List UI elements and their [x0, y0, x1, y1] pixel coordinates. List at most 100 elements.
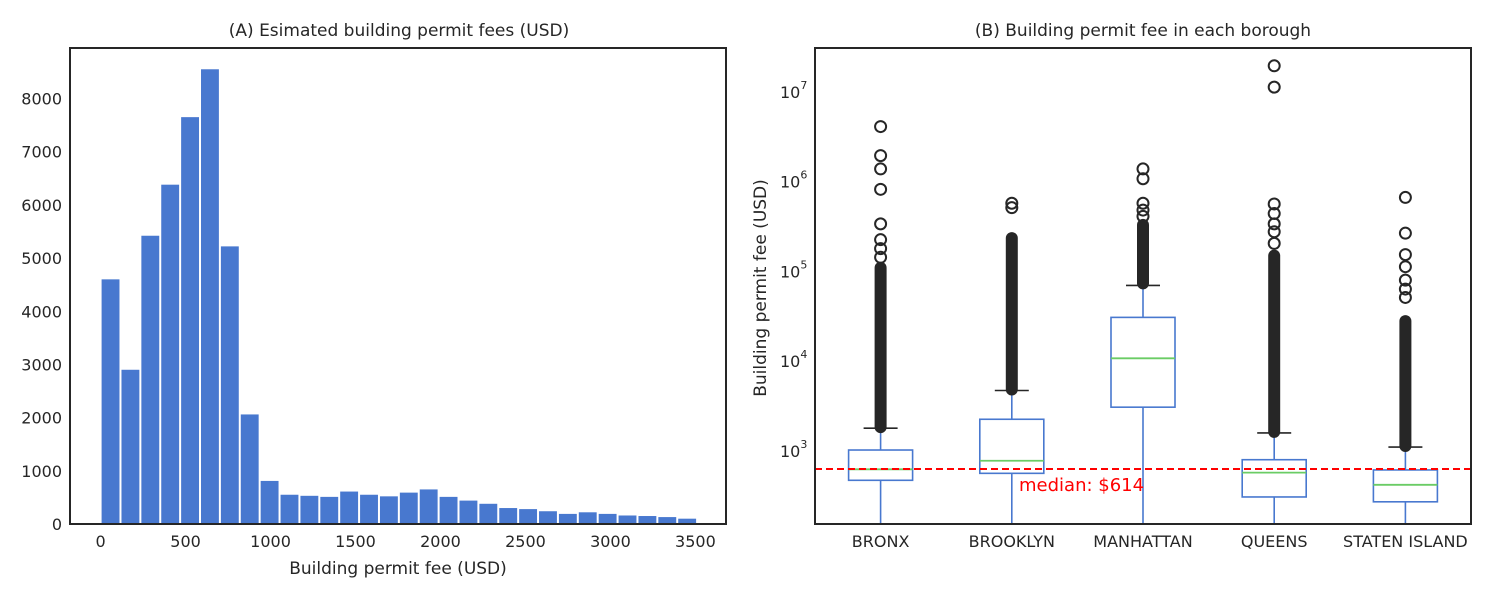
histogram-bar: [578, 512, 597, 524]
histogram-bar: [379, 496, 398, 524]
x-tick-label: 2000: [420, 532, 461, 551]
y-tick-label: 107: [780, 79, 807, 102]
histogram-title: (A) Esimated building permit fees (USD): [229, 21, 569, 41]
outlier-band: [1399, 315, 1412, 453]
outlier-point: [874, 250, 888, 264]
histogram-y-ticks: 0 1000 2000 3000 4000 5000 6000 7000 8000: [21, 90, 62, 534]
outlier-point: [1398, 226, 1412, 240]
outlier-point: [874, 162, 888, 176]
histogram-bar: [459, 500, 478, 524]
y-tick-label: 2000: [21, 409, 62, 428]
x-tick-label: 3500: [675, 532, 716, 551]
x-category-label: BROOKLYN: [969, 532, 1055, 551]
outlier-band: [1005, 232, 1018, 396]
x-category-label: QUEENS: [1241, 532, 1308, 551]
histogram-bar: [539, 511, 557, 524]
x-tick-label: 1500: [335, 532, 376, 551]
histogram-bar: [618, 515, 637, 524]
y-tick-label: 7000: [21, 143, 62, 162]
histogram-bar: [280, 494, 299, 524]
histogram-bar: [399, 492, 418, 524]
x-tick-label: 500: [170, 532, 201, 551]
outlier-band: [1268, 249, 1281, 438]
boxplot-y-label: Building permit fee (USD): [751, 179, 771, 397]
histogram-frame: [69, 47, 727, 525]
iqr-box: [1241, 458, 1307, 498]
boxplot-y-ticks: 103 104 105 106 107: [780, 79, 807, 461]
boxplot-panel: (B) Building permit fee in each borough …: [751, 21, 1472, 551]
histogram-bar: [201, 69, 219, 524]
histogram-bar: [121, 369, 140, 524]
outlier-point: [1398, 260, 1412, 274]
x-category-label: MANHATTAN: [1093, 532, 1192, 551]
histogram-bar: [181, 117, 200, 525]
outlier-point: [874, 149, 888, 163]
histogram-bar: [678, 518, 697, 524]
outlier-point: [1398, 282, 1412, 296]
outlier-point: [1267, 236, 1281, 250]
outlier-point: [874, 242, 888, 256]
y-tick-label: 4000: [21, 302, 62, 321]
outlier-point: [874, 182, 888, 196]
histogram-bar: [439, 496, 458, 524]
x-tick-label: 1000: [250, 532, 291, 551]
y-tick-label: 0: [52, 515, 62, 534]
outlier-point: [874, 233, 888, 247]
outlier-point: [1136, 196, 1150, 210]
histogram-bar: [419, 489, 438, 524]
median-reference-line: median: $614: [815, 468, 1471, 496]
outlier-point: [1267, 217, 1281, 231]
outlier-point: [1136, 209, 1150, 223]
outlier-band: [1137, 218, 1149, 290]
histogram-bar: [240, 414, 259, 524]
histogram-panel: (A) Esimated building permit fees (USD) …: [21, 21, 727, 579]
x-tick-label: 2500: [505, 532, 546, 551]
histogram-bar: [320, 496, 339, 524]
boxplot-frame: [814, 47, 1472, 525]
outlier-point: [1136, 162, 1150, 176]
x-tick-label: 3000: [590, 532, 631, 551]
x-category-label: BRONX: [852, 532, 910, 551]
y-tick-label: 3000: [21, 355, 62, 374]
y-tick-label: 1000: [21, 462, 62, 481]
histogram-bar: [638, 516, 657, 524]
histogram-bars: [101, 69, 697, 525]
outlier-point: [1398, 248, 1412, 262]
y-tick-label: 106: [780, 169, 807, 192]
outlier-point: [1005, 196, 1019, 210]
histogram-bar: [340, 491, 359, 524]
outlier-point: [874, 120, 888, 134]
histogram-bar: [360, 494, 378, 524]
y-tick-label: 105: [780, 258, 807, 281]
outlier-point: [1398, 273, 1412, 287]
histogram-bar: [558, 513, 577, 524]
iqr-box: [847, 449, 914, 482]
outlier-band: [874, 261, 887, 434]
x-tick-label: 0: [95, 532, 105, 551]
y-tick-label: 8000: [21, 90, 62, 109]
histogram-bar: [598, 513, 617, 524]
histogram-bar: [220, 246, 239, 524]
outlier-point: [1267, 225, 1281, 239]
histogram-bar: [479, 503, 498, 524]
y-tick-label: 103: [780, 438, 807, 461]
histogram-bar: [658, 517, 677, 524]
histogram-bar: [101, 279, 120, 524]
histogram-bar: [161, 184, 180, 525]
y-tick-label: 104: [780, 348, 807, 371]
histogram-x-label: Building permit fee (USD): [289, 559, 507, 579]
boxplot-boxes: [847, 59, 1439, 524]
outlier-point: [1267, 197, 1281, 211]
histogram-bar: [499, 508, 518, 524]
outlier-point: [1398, 190, 1412, 204]
histogram-bar: [300, 495, 319, 524]
y-tick-label: 5000: [21, 249, 62, 268]
outlier-point: [1136, 172, 1150, 186]
outlier-point: [1136, 203, 1150, 217]
x-category-label: STATEN ISLAND: [1343, 532, 1468, 551]
outlier-point: [1005, 201, 1019, 215]
iqr-box: [978, 418, 1045, 475]
histogram-bar: [141, 235, 160, 524]
outlier-point: [1398, 290, 1412, 304]
iqr-box: [1110, 316, 1176, 408]
